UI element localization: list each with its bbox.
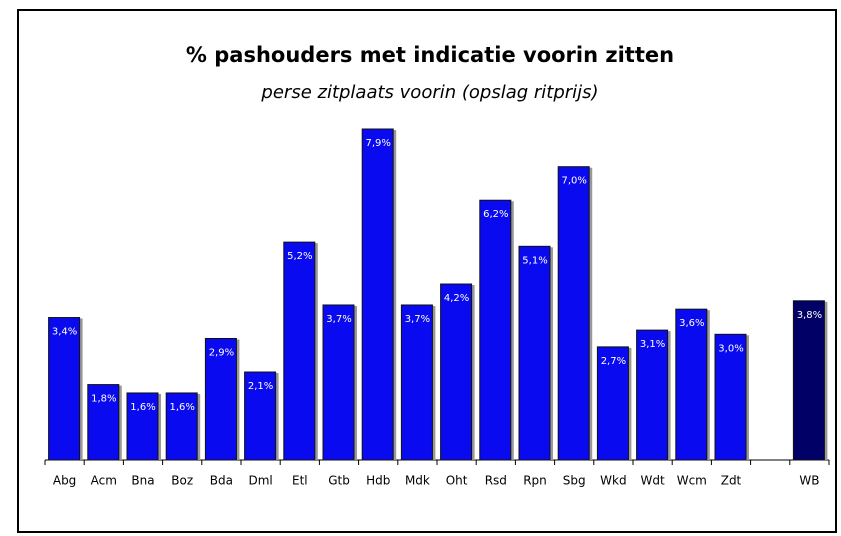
data-label: 6,2%: [483, 209, 508, 220]
data-label: 1,8%: [91, 394, 116, 405]
data-label: 1,6%: [169, 402, 194, 413]
data-label: 3,6%: [679, 318, 704, 329]
x-tick-label: Boz: [171, 474, 193, 488]
x-tick-label: Gtb: [328, 474, 350, 488]
data-label: 3,8%: [797, 310, 822, 321]
x-tick-label: Rpn: [523, 474, 547, 488]
bar: [440, 283, 473, 461]
data-label: 3,0%: [718, 343, 743, 354]
data-label: 2,1%: [248, 381, 273, 392]
chart-subtitle: perse zitplaats voorin (opslag ritprijs): [260, 82, 598, 103]
data-label: 2,7%: [601, 356, 626, 367]
data-label: 3,4%: [52, 327, 77, 338]
x-tick-label: Wcm: [677, 474, 707, 488]
bar: [322, 304, 355, 461]
x-tick-label: Abg: [53, 474, 76, 488]
data-label: 1,6%: [130, 402, 155, 413]
bar: [675, 308, 708, 461]
bar: [165, 392, 198, 461]
data-label: 3,7%: [326, 314, 351, 325]
bar: [126, 392, 159, 461]
x-tick-label: Rsd: [485, 474, 507, 488]
chart-title: % pashouders met indicatie voorin zitten: [186, 43, 674, 67]
bar: [283, 241, 316, 461]
x-tick-label: Mdk: [405, 474, 430, 488]
data-label: 2,9%: [209, 347, 234, 358]
x-tick-label: Bna: [131, 474, 154, 488]
bar: [87, 384, 120, 461]
x-tick-label: Etl: [292, 474, 308, 488]
x-tick-label: Zdt: [721, 474, 742, 488]
x-tick-label: Wkd: [600, 474, 626, 488]
bar: [361, 128, 394, 461]
bar: [48, 317, 81, 461]
bar: [557, 166, 590, 461]
data-label: 3,1%: [640, 339, 665, 350]
x-tick-label: Bda: [210, 474, 233, 488]
x-tick-label: WB: [799, 474, 819, 488]
bar: [636, 329, 669, 461]
bar: [244, 371, 277, 461]
x-tick-label: Sbg: [563, 474, 586, 488]
x-tick-label: Acm: [91, 474, 117, 488]
bar: [596, 346, 629, 461]
bar: [714, 333, 747, 461]
x-tick-label: Wdt: [641, 474, 665, 488]
data-label: 7,9%: [365, 138, 390, 149]
bar: [204, 337, 237, 461]
data-label: 5,1%: [522, 255, 547, 266]
bar: [518, 245, 551, 461]
x-tick-label: Hdb: [366, 474, 390, 488]
bar: [792, 300, 825, 461]
bar: [479, 199, 512, 461]
data-label: 7,0%: [561, 176, 586, 187]
data-label: 3,7%: [405, 314, 430, 325]
x-tick-label: Dml: [248, 474, 272, 488]
data-label: 4,2%: [444, 293, 469, 304]
data-label: 5,2%: [287, 251, 312, 262]
x-tick-label: Oht: [446, 474, 468, 488]
bar: [400, 304, 433, 461]
